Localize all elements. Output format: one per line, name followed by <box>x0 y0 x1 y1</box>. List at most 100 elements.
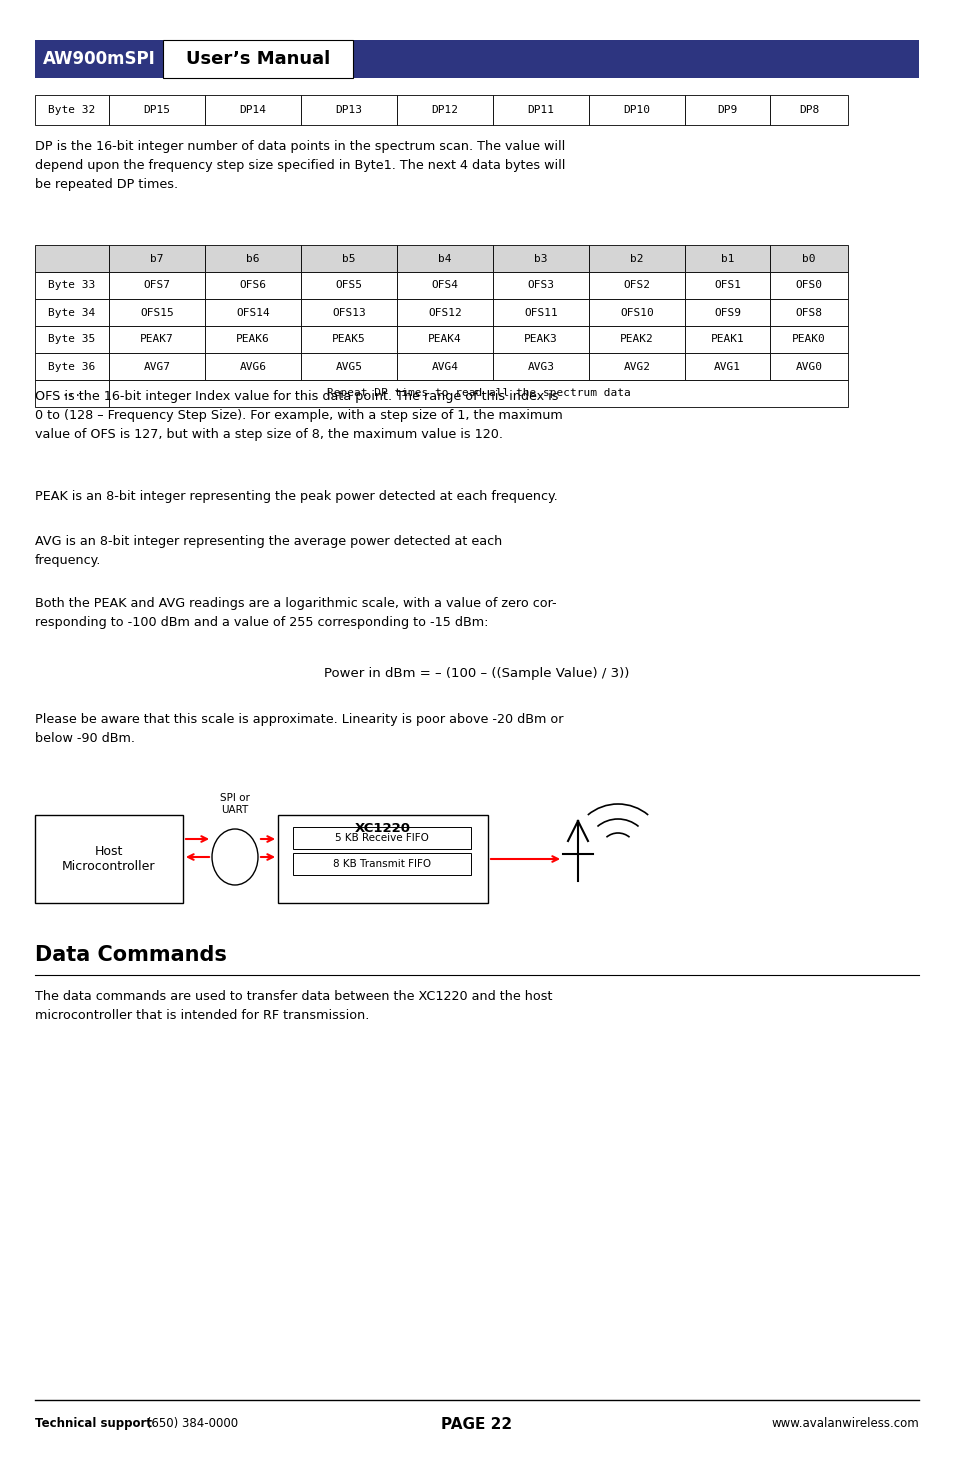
Bar <box>588 299 684 326</box>
Text: XC1220: XC1220 <box>355 822 411 835</box>
Bar <box>396 299 493 326</box>
Bar <box>205 245 301 271</box>
Text: Repeat DP times to read all the spectrum data: Repeat DP times to read all the spectrum… <box>326 388 630 398</box>
Bar <box>35 816 183 903</box>
Text: OFS15: OFS15 <box>140 307 173 317</box>
Text: b0: b0 <box>801 254 815 264</box>
Text: User’s Manual: User’s Manual <box>186 50 330 68</box>
Text: b5: b5 <box>342 254 355 264</box>
Text: OFS3: OFS3 <box>527 280 554 291</box>
Bar <box>493 353 588 381</box>
Bar <box>301 271 396 299</box>
Text: PEAK6: PEAK6 <box>236 335 270 345</box>
Text: OFS2: OFS2 <box>623 280 650 291</box>
Bar <box>769 245 847 271</box>
Bar <box>35 353 109 381</box>
Text: DP13: DP13 <box>335 105 362 115</box>
Bar <box>769 299 847 326</box>
Bar <box>493 326 588 353</box>
Text: Byte 36: Byte 36 <box>49 361 95 372</box>
Bar <box>769 94 847 125</box>
Bar <box>109 381 847 407</box>
Bar <box>769 353 847 381</box>
Text: b4: b4 <box>437 254 452 264</box>
Text: OFS5: OFS5 <box>335 280 362 291</box>
Bar <box>684 271 769 299</box>
Text: OFS0: OFS0 <box>795 280 821 291</box>
Text: Host
Microcontroller: Host Microcontroller <box>62 845 155 873</box>
Bar <box>35 245 109 271</box>
Text: AVG1: AVG1 <box>713 361 740 372</box>
Text: OFS8: OFS8 <box>795 307 821 317</box>
Text: OFS9: OFS9 <box>713 307 740 317</box>
Bar <box>277 816 488 903</box>
Bar <box>396 271 493 299</box>
Bar <box>588 326 684 353</box>
Text: Data Commands: Data Commands <box>35 945 227 965</box>
Text: (650) 384-0000: (650) 384-0000 <box>143 1417 238 1429</box>
Text: OFS is the 16-bit integer Index value for this data point. The range of this ind: OFS is the 16-bit integer Index value fo… <box>35 389 562 441</box>
Text: AVG0: AVG0 <box>795 361 821 372</box>
Text: DP15: DP15 <box>143 105 171 115</box>
Text: PAGE 22: PAGE 22 <box>441 1417 512 1432</box>
Bar <box>588 353 684 381</box>
Text: PEAK4: PEAK4 <box>428 335 461 345</box>
Text: AW900mSPI: AW900mSPI <box>43 50 155 68</box>
Text: AVG4: AVG4 <box>431 361 458 372</box>
Text: The data commands are used to transfer data between the XC1220 and the host
micr: The data commands are used to transfer d… <box>35 990 552 1022</box>
Bar <box>35 40 163 78</box>
Bar <box>684 94 769 125</box>
Bar <box>293 853 471 875</box>
Bar <box>205 299 301 326</box>
Bar <box>301 245 396 271</box>
Bar <box>588 94 684 125</box>
Text: PEAK2: PEAK2 <box>619 335 653 345</box>
Bar <box>109 271 205 299</box>
Bar <box>205 353 301 381</box>
Bar <box>353 40 918 78</box>
Bar <box>396 353 493 381</box>
Text: PEAK3: PEAK3 <box>523 335 558 345</box>
Bar <box>769 326 847 353</box>
Bar <box>301 94 396 125</box>
Bar <box>163 40 353 78</box>
Text: Byte 35: Byte 35 <box>49 335 95 345</box>
Text: b3: b3 <box>534 254 547 264</box>
Text: b7: b7 <box>150 254 164 264</box>
Ellipse shape <box>212 829 257 885</box>
Bar <box>588 245 684 271</box>
Text: PEAK0: PEAK0 <box>791 335 825 345</box>
Bar <box>684 245 769 271</box>
Text: PEAK is an 8-bit integer representing the peak power detected at each frequency.: PEAK is an 8-bit integer representing th… <box>35 490 558 503</box>
Text: SPI or
UART: SPI or UART <box>220 794 250 816</box>
Text: AVG7: AVG7 <box>143 361 171 372</box>
Text: OFS10: OFS10 <box>619 307 653 317</box>
Bar <box>109 299 205 326</box>
Text: Please be aware that this scale is approximate. Linearity is poor above -20 dBm : Please be aware that this scale is appro… <box>35 712 563 745</box>
Text: DP12: DP12 <box>431 105 458 115</box>
Text: OFS6: OFS6 <box>239 280 266 291</box>
Text: OFS4: OFS4 <box>431 280 458 291</box>
Bar <box>493 299 588 326</box>
Text: DP11: DP11 <box>527 105 554 115</box>
Bar <box>684 353 769 381</box>
Text: b6: b6 <box>246 254 259 264</box>
Bar <box>205 94 301 125</box>
Text: OFS11: OFS11 <box>523 307 558 317</box>
Bar <box>109 353 205 381</box>
Text: Byte 34: Byte 34 <box>49 307 95 317</box>
Text: 5 KB Receive FIFO: 5 KB Receive FIFO <box>335 833 429 844</box>
Text: PEAK1: PEAK1 <box>710 335 743 345</box>
Bar <box>35 271 109 299</box>
Bar <box>109 94 205 125</box>
Text: AVG is an 8-bit integer representing the average power detected at each
frequenc: AVG is an 8-bit integer representing the… <box>35 535 501 566</box>
Text: DP10: DP10 <box>623 105 650 115</box>
Bar <box>35 299 109 326</box>
Bar <box>205 271 301 299</box>
Text: OFS14: OFS14 <box>236 307 270 317</box>
Bar <box>396 326 493 353</box>
Text: b1: b1 <box>720 254 734 264</box>
Bar <box>35 381 109 407</box>
Bar <box>205 326 301 353</box>
Text: OFS13: OFS13 <box>332 307 366 317</box>
